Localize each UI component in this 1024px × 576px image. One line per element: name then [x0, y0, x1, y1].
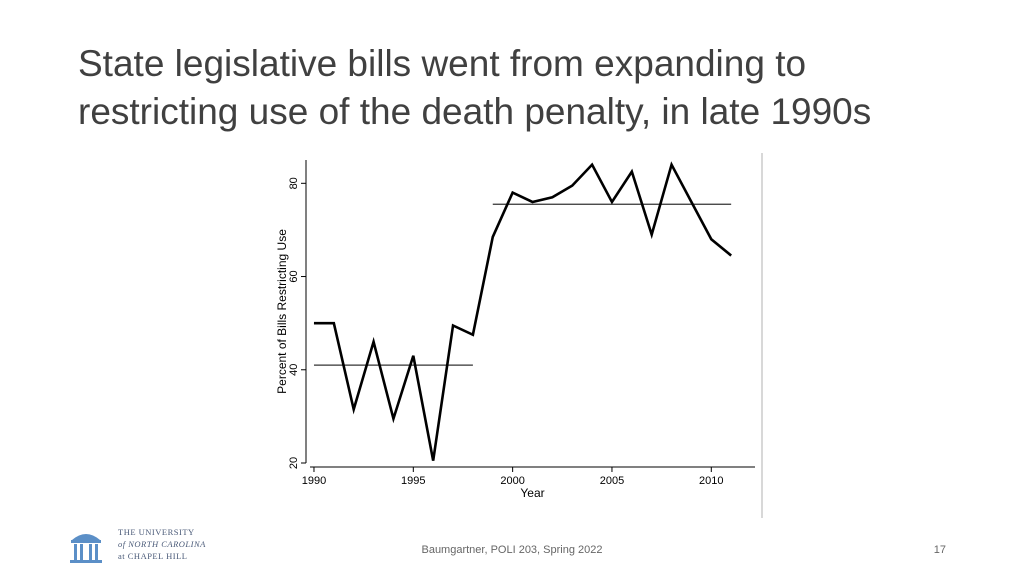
- logo-line-2: of NORTH CAROLINA: [118, 539, 206, 549]
- old-well-icon: [70, 534, 102, 563]
- y-tick-label: 60: [288, 270, 300, 282]
- page-number: 17: [933, 544, 946, 556]
- x-tick-label: 1990: [302, 475, 326, 487]
- university-logo: THE UNIVERSITY of NORTH CAROLINA at CHAP…: [66, 524, 236, 568]
- series-line: [313, 161, 732, 461]
- logo-line-1: THE UNIVERSITY: [118, 527, 195, 537]
- slide-title-line-2: restricting use of the death penalty, in…: [78, 91, 872, 132]
- x-axis-title: Year: [520, 486, 544, 500]
- y-axis-title: Percent of Bills Restricting Use: [275, 229, 289, 394]
- x-tick-label: 1995: [401, 475, 425, 487]
- logo-text: THE UNIVERSITY of NORTH CAROLINA at CHAP…: [118, 526, 206, 562]
- y-tick-label: 40: [288, 364, 300, 376]
- chart-svg: 1990 1995 2000 2005 2010 20 40 60 80 Year Percen…: [275, 153, 763, 518]
- x-tick-label: 2000: [500, 475, 524, 487]
- slide-title-line-1: State legislative bills went from expand…: [78, 43, 807, 84]
- y-tick-label: 20: [288, 457, 300, 469]
- slide-title: State legislative bills went from expand…: [78, 40, 978, 136]
- logo-line-3: at CHAPEL HILL: [118, 551, 188, 561]
- x-tick-label: 2010: [699, 475, 723, 487]
- x-tick-label: 2005: [600, 475, 624, 487]
- line-chart: 1990 1995 2000 2005 2010 20 40 60 80 Year Percen…: [260, 150, 770, 520]
- y-tick-label: 80: [288, 177, 300, 189]
- footer-text: Baumgartner, POLI 203, Spring 2022: [421, 544, 603, 556]
